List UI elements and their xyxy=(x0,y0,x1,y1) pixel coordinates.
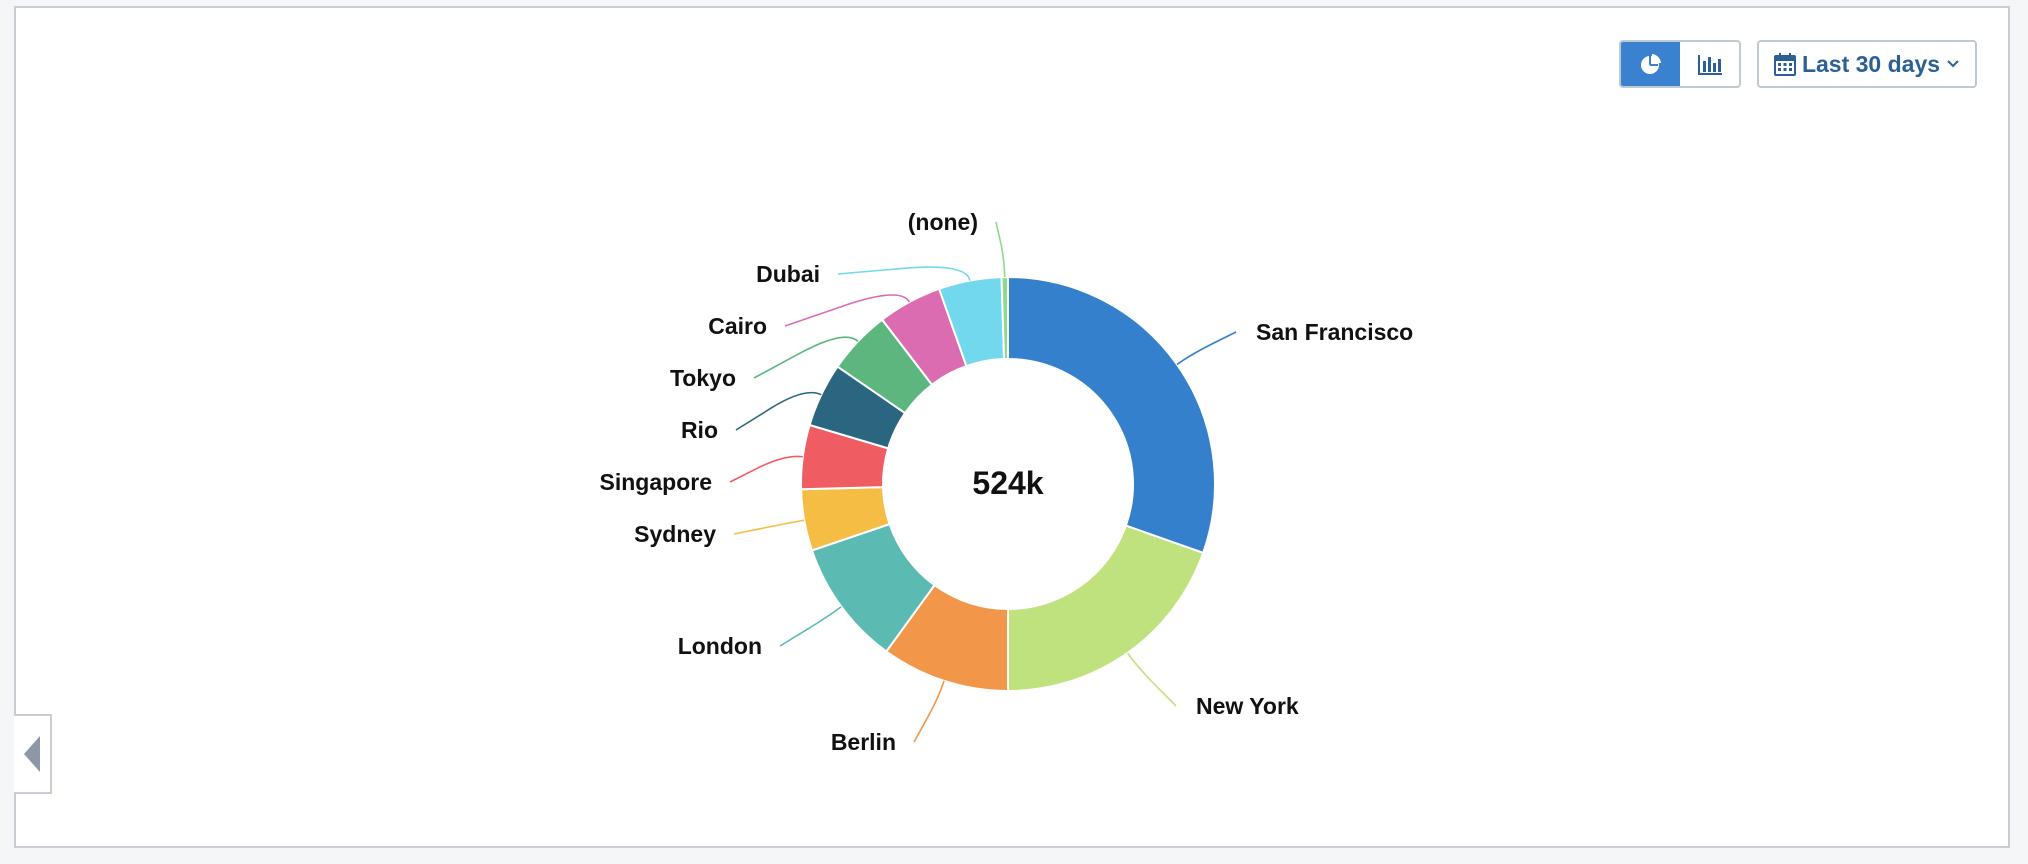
slice-label-sydney: Sydney xyxy=(634,521,716,547)
leader-line-singapore xyxy=(729,455,803,483)
leader-line-new-york xyxy=(1126,652,1177,707)
slice-label-cairo: Cairo xyxy=(708,313,767,339)
donut-labels: San Francisco New York Berlin London Sydney S… xyxy=(600,209,1414,755)
leader-line-san-francisco xyxy=(1176,331,1237,366)
bar-view-button[interactable] xyxy=(1680,42,1739,86)
leader-line-dubai xyxy=(837,266,971,281)
chevron-down-icon xyxy=(1947,60,1959,68)
slice-label-rio: Rio xyxy=(681,417,718,443)
leader-line-london xyxy=(779,606,842,647)
calendar-icon xyxy=(1773,53,1796,76)
slice-label-singapore: Singapore xyxy=(600,469,712,495)
caret-left-icon xyxy=(24,736,40,772)
pie-chart-icon xyxy=(1640,54,1661,74)
leader-line-sydney xyxy=(733,519,805,535)
slice-label-new-york: New York xyxy=(1196,693,1299,719)
slice-label-tokyo: Tokyo xyxy=(670,365,736,391)
leader-line-berlin xyxy=(913,680,945,743)
leader-line-cairo xyxy=(784,294,911,327)
pie-view-button[interactable] xyxy=(1621,42,1680,86)
slice-none[interactable] xyxy=(1000,275,1009,361)
leader-line-none xyxy=(995,221,1006,278)
chart-panel xyxy=(14,6,2010,848)
slice-new-york[interactable] xyxy=(1007,524,1205,693)
slice-san-francisco[interactable] xyxy=(1007,275,1216,555)
slice-label-san-francisco: San Francisco xyxy=(1256,319,1413,345)
collapse-sidebar-button[interactable] xyxy=(14,714,52,794)
slice-label-london: London xyxy=(678,633,762,659)
view-mode-toggle xyxy=(1619,40,1741,88)
center-total-label: 524k xyxy=(972,465,1043,501)
slice-label-berlin: Berlin xyxy=(831,729,896,755)
date-range-dropdown[interactable]: Last 30 days xyxy=(1757,40,1977,88)
leader-line-rio xyxy=(735,391,822,431)
donut-slices xyxy=(800,275,1216,693)
slice-label-dubai: Dubai xyxy=(756,261,820,287)
leader-line-tokyo xyxy=(753,336,859,379)
slice-label-none: (none) xyxy=(908,209,978,235)
bar-chart-icon xyxy=(1697,55,1722,75)
date-range-label: Last 30 days xyxy=(1801,50,1941,77)
